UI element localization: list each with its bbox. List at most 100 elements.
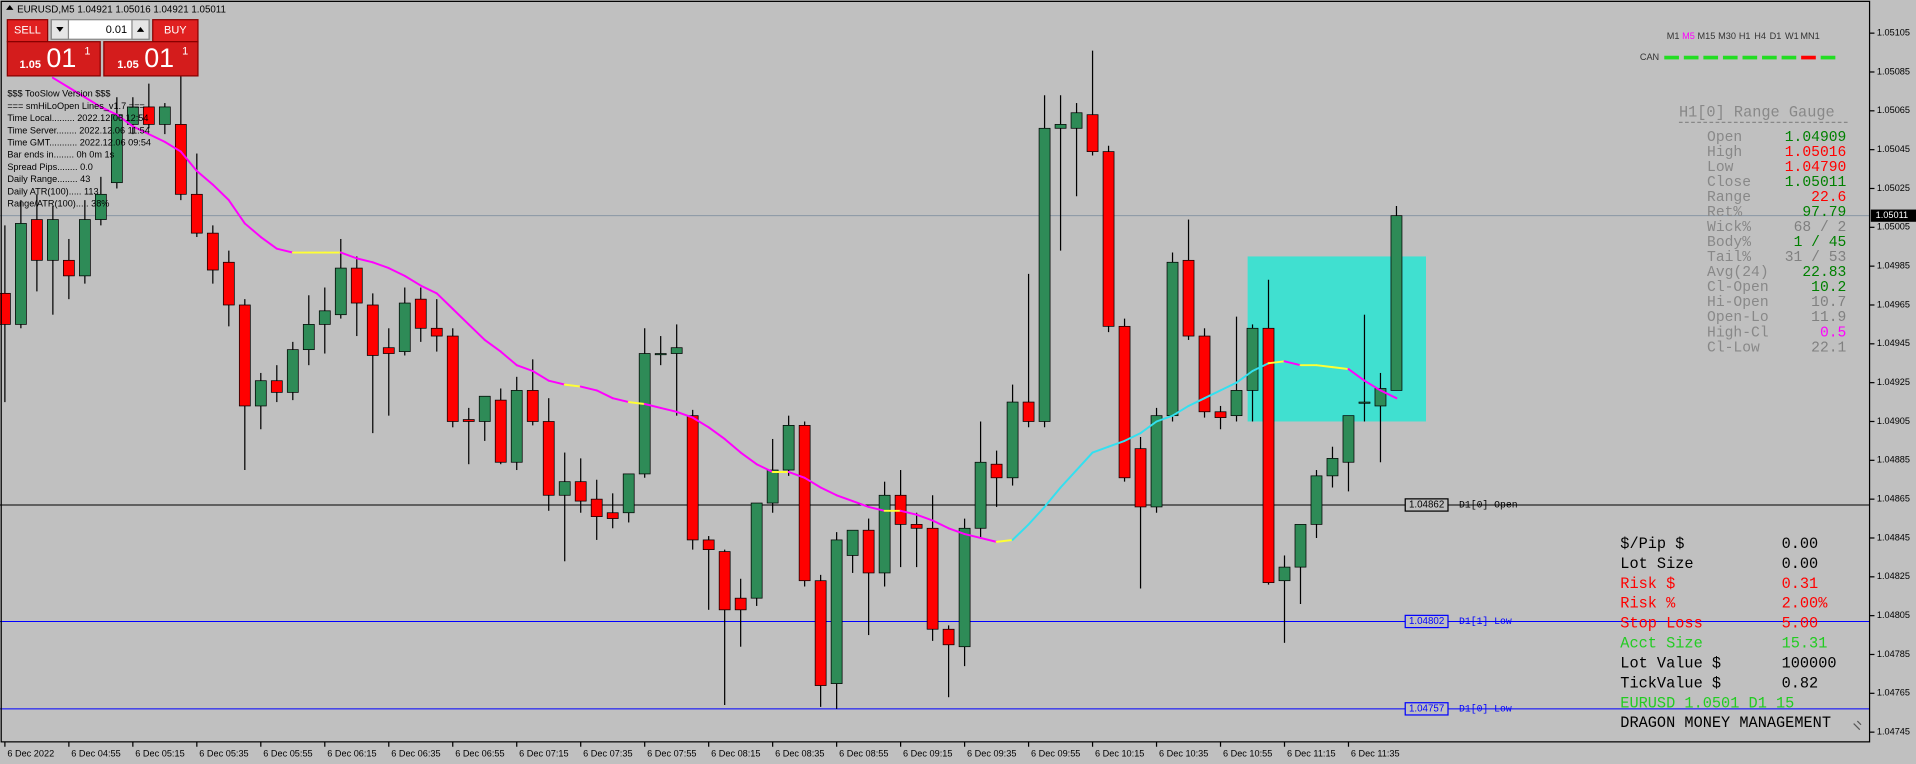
- gauge-label: Close: [1707, 175, 1751, 191]
- ma-segment: [867, 505, 886, 512]
- gauge-value: 10.7: [1811, 295, 1846, 311]
- candle-body: [1342, 415, 1355, 463]
- ma-segment: [1331, 366, 1350, 371]
- ma-segment: [723, 437, 742, 454]
- candle-body: [542, 421, 555, 496]
- ma-segment: [403, 274, 422, 287]
- candle-body: [670, 347, 683, 354]
- ma-segment: [739, 451, 758, 466]
- ask-box[interactable]: [103, 41, 199, 77]
- ma-segment: [211, 183, 230, 202]
- ma-segment: [659, 406, 678, 413]
- gauge-label: Tail%: [1707, 250, 1751, 266]
- x-tick-label: 6 Dec 10:15: [1095, 749, 1144, 759]
- candle-body: [1310, 475, 1323, 525]
- candle-body: [750, 502, 763, 599]
- gauge-value: 11.9: [1811, 310, 1846, 326]
- info-line: Spread Pips........ 0.0: [7, 162, 93, 172]
- ma-segment: [387, 267, 406, 277]
- candle-body: [63, 259, 75, 277]
- candle-body: [974, 461, 987, 529]
- gauge-label: Cl-Low: [1707, 340, 1760, 356]
- gauge-value: 1 / 45: [1794, 235, 1847, 251]
- ma-segment: [1107, 439, 1126, 448]
- ma-segment: [355, 257, 374, 264]
- candle-body: [302, 324, 315, 351]
- candle-body: [1006, 401, 1019, 479]
- candle-body: [606, 512, 619, 519]
- x-tick-label: 6 Dec 11:15: [1287, 749, 1336, 759]
- y-tick-label: 1.04805: [1877, 610, 1910, 620]
- ma-segment: [1075, 451, 1094, 472]
- bid-point: 1: [84, 45, 90, 57]
- money-label: Lot Value $: [1620, 654, 1721, 672]
- y-tick-label: 1.05105: [1877, 28, 1910, 38]
- candle-body: [1118, 325, 1131, 479]
- ask-pips: 01: [144, 43, 174, 73]
- ma-segment: [147, 133, 166, 143]
- ma-segment: [803, 476, 822, 489]
- timeframe-label: W1: [1785, 31, 1799, 41]
- bid-big: 1.05: [20, 59, 41, 71]
- candle-body: [1054, 124, 1067, 129]
- level-box: [1404, 702, 1449, 716]
- ma-segment: [227, 199, 246, 225]
- ma-segment: [419, 284, 438, 295]
- ma-segment: [339, 251, 358, 260]
- bid-box[interactable]: [6, 41, 101, 77]
- info-line: Time GMT........... 2022.12.06 09:54: [7, 138, 151, 148]
- x-tick-label: 6 Dec 10:55: [1223, 749, 1272, 759]
- y-tick-label: 1.04945: [1877, 338, 1910, 348]
- ma-segment: [1171, 404, 1190, 417]
- ma-segment: [915, 513, 934, 522]
- candle-body: [526, 390, 539, 422]
- ask-big: 1.05: [117, 59, 138, 71]
- ma-segment: [275, 247, 294, 254]
- ma-segment: [1043, 486, 1062, 508]
- candle-body: [430, 327, 443, 337]
- candle-body: [494, 399, 507, 463]
- candle-body: [862, 529, 875, 574]
- candle-body: [1326, 458, 1339, 477]
- level-label: D1[0] Low: [1459, 703, 1512, 714]
- candle-body: [590, 498, 603, 517]
- ma-segment: [467, 323, 486, 341]
- candle-body: [1358, 401, 1371, 404]
- ma-segment: [1379, 389, 1398, 400]
- ma-segment: [259, 236, 278, 250]
- x-tick-label: 6 Dec 08:55: [839, 749, 888, 759]
- candle-body: [1182, 259, 1195, 337]
- x-tick-label: 6 Dec 2022: [7, 749, 54, 759]
- can-label: CAN: [1640, 52, 1659, 62]
- money-value: 100000: [1782, 654, 1837, 672]
- money-value: 15.31: [1782, 635, 1828, 653]
- candle-body: [31, 219, 43, 261]
- ma-segment: [1251, 362, 1270, 372]
- ma-segment: [243, 222, 262, 239]
- candle-body: [702, 539, 715, 551]
- gauge-label: Open-Lo: [1707, 310, 1769, 326]
- x-tick-label: 6 Dec 05:55: [263, 749, 312, 759]
- money-value: 0.31: [1782, 575, 1819, 593]
- gauge-value: 1.05016: [1785, 145, 1847, 161]
- ma-segment: [1027, 505, 1046, 526]
- gauge-value: 1.05011: [1785, 175, 1847, 191]
- gauge-label: Cl-Open: [1707, 280, 1769, 296]
- y-tick-label: 1.04745: [1877, 727, 1910, 737]
- ma-segment: [611, 397, 630, 404]
- last-price-label: 1.05011: [1876, 210, 1908, 220]
- candle-body: [734, 597, 747, 611]
- ma-segment: [627, 401, 646, 405]
- candle-body: [47, 219, 59, 261]
- candle-body: [1278, 566, 1291, 582]
- ma-segment: [947, 527, 966, 536]
- collapse-icon[interactable]: [6, 5, 14, 10]
- candle-body: [190, 193, 203, 234]
- money-value: 0.82: [1782, 674, 1819, 692]
- ma-segment: [1091, 445, 1110, 454]
- level-value: 1.04862: [1409, 500, 1444, 511]
- gauge-value: 1.04909: [1785, 130, 1847, 146]
- y-tick-label: 1.04905: [1877, 416, 1910, 426]
- ma-segment: [499, 350, 518, 367]
- sell-label: SELL: [14, 25, 41, 37]
